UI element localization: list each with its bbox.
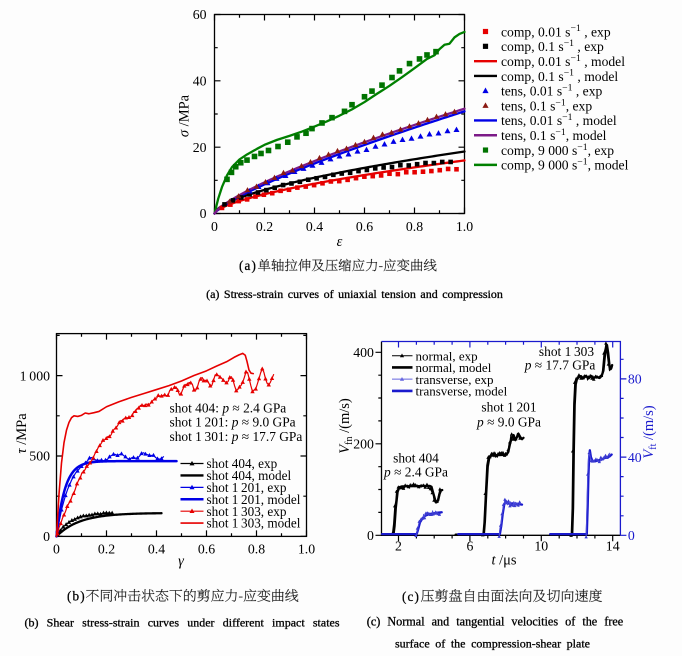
svg-text:0: 0: [367, 528, 374, 543]
svg-text:20: 20: [193, 140, 207, 155]
svg-text:0: 0: [200, 206, 207, 221]
svg-text:p ≈ 17.7 GPa: p ≈ 17.7 GPa: [524, 357, 596, 372]
svg-text:shot 404, model: shot 404, model: [207, 468, 292, 483]
svg-text:0: 0: [211, 219, 218, 234]
svg-text:1.0: 1.0: [298, 542, 315, 557]
svg-text:(b) Shear stress-strain curves: (b) Shear stress-strain curves under dif…: [24, 615, 339, 629]
svg-text:0.2: 0.2: [98, 542, 115, 557]
svg-text:shot 1 201: shot 1 201: [481, 399, 536, 414]
svg-text:14: 14: [606, 539, 620, 554]
svg-text:surface of the compression-she: surface of the compression-shear plate: [395, 637, 590, 651]
svg-text:(c) Normal and tangential velo: (c) Normal and tangential velocities of …: [367, 615, 623, 629]
svg-text:comp, 0.1 s−1 , model: comp, 0.1 s−1 , model: [501, 68, 618, 84]
svg-text:shot 1 301: p ≈ 17.7 GPa: shot 1 301: p ≈ 17.7 GPa: [170, 429, 303, 444]
svg-text:Vft /(m/s): Vft /(m/s): [641, 405, 659, 458]
svg-text:shot 1 303: shot 1 303: [539, 344, 594, 359]
svg-text:200: 200: [353, 437, 374, 452]
svg-text:tens, 0.01 s−1 , model: tens, 0.01 s−1 , model: [501, 112, 617, 128]
svg-text:0.8: 0.8: [406, 219, 423, 234]
svg-text:0.8: 0.8: [248, 542, 265, 557]
svg-text:60: 60: [193, 7, 207, 22]
svg-text:1 000: 1 000: [20, 368, 50, 383]
svg-text:τ /MPa: τ /MPa: [14, 413, 30, 454]
svg-text:40: 40: [193, 74, 207, 89]
svg-text:t /μs: t /μs: [491, 553, 516, 569]
svg-text:2: 2: [395, 539, 402, 554]
svg-text:σ /MPa: σ /MPa: [177, 94, 193, 137]
svg-text:Vfn /(m/s): Vfn /(m/s): [337, 398, 355, 454]
svg-text:(a) Stress-strain curves of un: (a) Stress-strain curves of uniaxial ten…: [206, 287, 503, 301]
svg-text:shot 1 303, exp: shot 1 303, exp: [207, 504, 287, 519]
svg-text:( a ): ( a ): [239, 258, 256, 273]
svg-text:ε: ε: [337, 234, 343, 250]
svg-text:comp, 9 000 s−1, exp: comp, 9 000 s−1, exp: [501, 142, 614, 158]
svg-text:shot 1 303, model: shot 1 303, model: [207, 516, 301, 531]
svg-text:0.4: 0.4: [306, 219, 323, 234]
svg-text:transverse, exp: transverse, exp: [416, 372, 494, 387]
svg-text:500: 500: [29, 449, 50, 464]
svg-text:shot 404: p ≈ 2.4 GPa: shot 404: p ≈ 2.4 GPa: [170, 400, 287, 415]
svg-text:0.2: 0.2: [256, 219, 273, 234]
svg-text:shot 1 201, model: shot 1 201, model: [207, 492, 301, 507]
svg-text:6: 6: [466, 539, 473, 554]
svg-text:shot 1 201: p ≈ 9.0 GPa: shot 1 201: p ≈ 9.0 GPa: [170, 415, 296, 430]
svg-text:γ: γ: [178, 554, 185, 570]
svg-text:tens, 0.01 s−1 , exp: tens, 0.01 s−1 , exp: [501, 82, 603, 98]
svg-text:comp, 0.1 s−1 , exp: comp, 0.1 s−1 , exp: [501, 38, 604, 54]
svg-text:( c ): ( c ): [402, 589, 419, 604]
svg-text:0.6: 0.6: [356, 219, 373, 234]
svg-text:0: 0: [53, 542, 60, 557]
svg-text:0.4: 0.4: [148, 542, 165, 557]
svg-text:tens, 0.1 s−1, exp: tens, 0.1 s−1, exp: [501, 97, 592, 113]
svg-text:0.6: 0.6: [198, 542, 215, 557]
svg-text:0: 0: [628, 528, 635, 543]
svg-text:p ≈ 9.0 GPa: p ≈ 9.0 GPa: [476, 414, 541, 429]
svg-text:1.0: 1.0: [456, 219, 473, 234]
svg-text:400: 400: [353, 345, 374, 360]
svg-text:transverse, model: transverse, model: [416, 383, 508, 398]
svg-text:comp, 9 000 s−1, model: comp, 9 000 s−1, model: [501, 157, 629, 173]
svg-text:p ≈ 2.4 GPa: p ≈ 2.4 GPa: [383, 464, 448, 479]
svg-text:comp, 0.01 s−1 , model: comp, 0.01 s−1 , model: [501, 53, 625, 69]
svg-text:normal, model: normal, model: [416, 360, 492, 375]
svg-text:40: 40: [628, 450, 642, 465]
svg-text:shot 1 201, exp: shot 1 201, exp: [207, 480, 287, 495]
svg-text:comp, 0.01 s−1 , exp: comp, 0.01 s−1 , exp: [501, 23, 611, 39]
svg-text:shot 404: shot 404: [393, 450, 439, 465]
svg-text:0: 0: [43, 529, 50, 544]
svg-text:shot 404, exp: shot 404, exp: [207, 456, 278, 471]
svg-text:normal, exp: normal, exp: [416, 348, 478, 363]
svg-text:10: 10: [534, 539, 548, 554]
svg-text:80: 80: [628, 372, 642, 387]
svg-text:tens, 0.1 s−1, model: tens, 0.1 s−1, model: [501, 127, 607, 143]
svg-text:( b ): ( b ): [67, 589, 85, 604]
